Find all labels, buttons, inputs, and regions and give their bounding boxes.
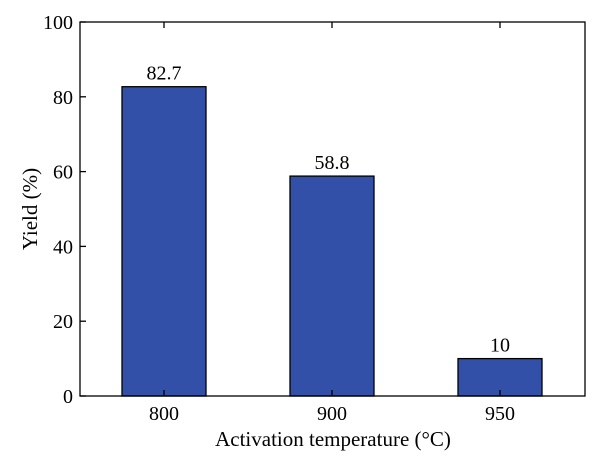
bar-900	[289, 175, 375, 397]
bar-value-label: 58.8	[315, 152, 350, 174]
bar-value-label: 82.7	[147, 63, 182, 85]
x-axis-title: Activation temperature (°C)	[215, 427, 451, 451]
plot-frame	[79, 21, 586, 397]
y-tick-label: 40	[53, 236, 73, 258]
x-tick-label: 800	[149, 403, 179, 425]
y-tick-label: 0	[63, 386, 73, 408]
bars-layer	[121, 86, 543, 397]
y-tick-label: 80	[53, 87, 73, 109]
bar-800	[121, 86, 207, 397]
x-tick-label: 950	[485, 403, 515, 425]
x-tick-label: 900	[317, 403, 347, 425]
y-tick-label: 20	[53, 311, 73, 333]
y-tick-label: 60	[53, 162, 73, 184]
y-tick-label: 100	[43, 12, 73, 34]
bar-950	[457, 357, 543, 397]
bar-value-label: 10	[490, 335, 510, 357]
y-axis-title: Yield (%)	[18, 168, 42, 250]
